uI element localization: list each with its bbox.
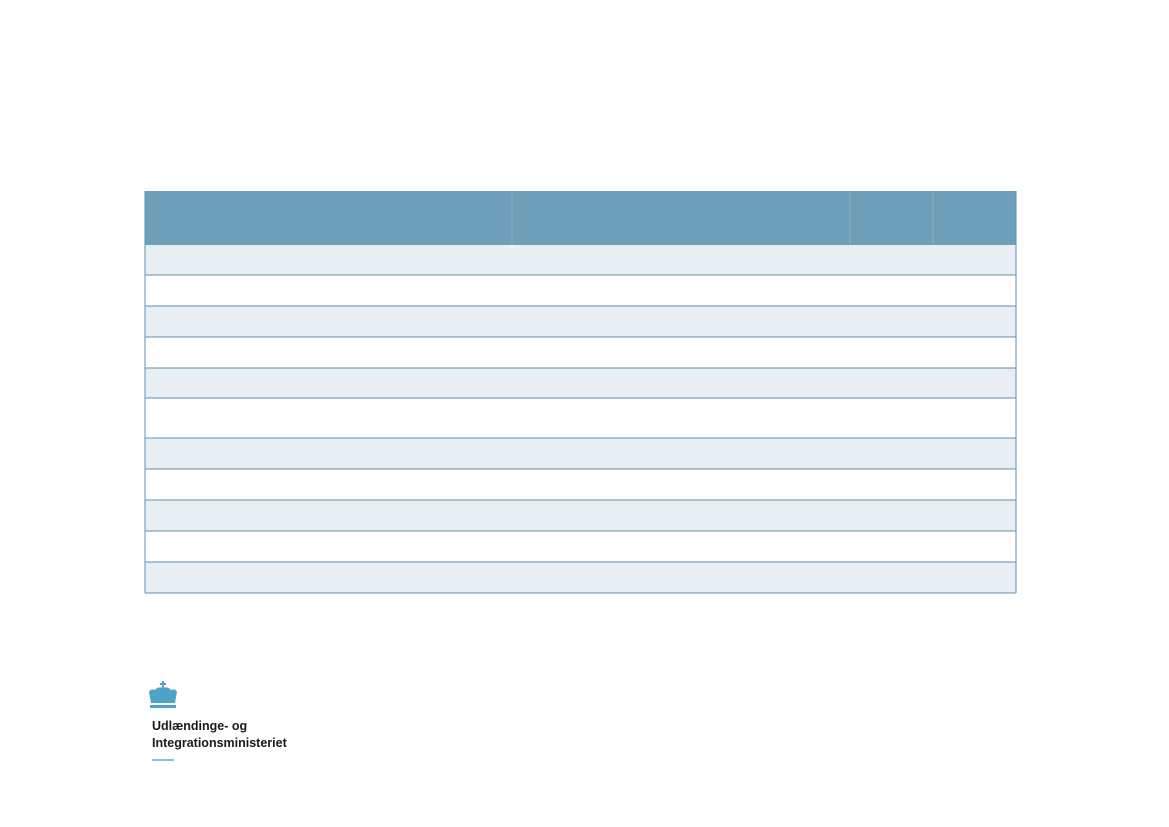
- table-row: [145, 337, 1016, 368]
- table-header: [145, 191, 1016, 245]
- logo-line: Integrationsministeriet: [152, 736, 288, 750]
- crown-icon: [149, 681, 177, 708]
- table-row: [145, 500, 1016, 531]
- logo: Udlændinge- og Integrationsministeriet: [149, 681, 288, 761]
- table-row: [145, 531, 1016, 562]
- table-row: [145, 368, 1016, 398]
- table-row: [145, 398, 1016, 438]
- table-row: [145, 469, 1016, 500]
- table-row: [145, 245, 1016, 275]
- table-row: [145, 275, 1016, 306]
- table: [144, 191, 1017, 594]
- logo-line: Udlændinge- og: [152, 719, 247, 733]
- table-row: [145, 306, 1016, 337]
- table-row: [145, 438, 1016, 469]
- table-row: [145, 562, 1016, 593]
